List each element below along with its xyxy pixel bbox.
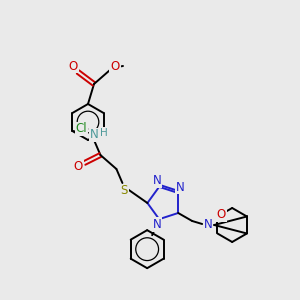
- Text: O: O: [68, 59, 78, 73]
- Text: N: N: [176, 181, 184, 194]
- Text: N: N: [153, 218, 161, 231]
- Text: O: O: [74, 160, 83, 173]
- Text: O: O: [217, 208, 226, 221]
- Text: S: S: [121, 184, 128, 197]
- Text: N: N: [153, 174, 161, 187]
- Text: N: N: [90, 128, 99, 142]
- Text: O: O: [110, 59, 120, 73]
- Text: H: H: [100, 128, 107, 138]
- Text: N: N: [204, 218, 212, 232]
- Text: Cl: Cl: [76, 122, 87, 136]
